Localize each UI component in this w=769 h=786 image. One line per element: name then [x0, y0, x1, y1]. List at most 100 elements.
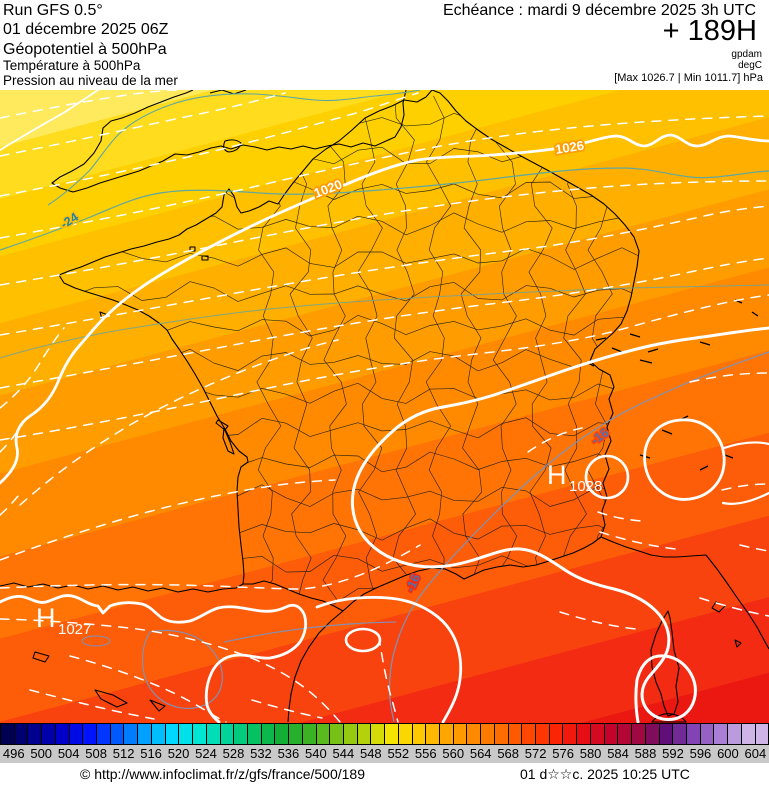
- isotherm-link-line: [223, 621, 397, 643]
- colorbar-cell: [357, 724, 372, 745]
- isotherm-minus20-line: [0, 284, 769, 359]
- colorbar-tick: 604: [744, 746, 767, 761]
- high-center-east-value: 1028: [569, 478, 602, 495]
- corsica-coastline: [650, 610, 680, 717]
- colorbar-cell: [481, 724, 495, 745]
- map-overlay: 1020 1026 -24 -16 -16 H 1027 H 1028: [0, 90, 769, 723]
- geopotential-colorbar: [0, 723, 769, 745]
- coastlines: [0, 90, 769, 723]
- colorbar-cell: [110, 724, 125, 745]
- england-coastline: [51, 90, 407, 193]
- colorbar-cell: [289, 724, 303, 745]
- colorbar-cell: [618, 724, 633, 745]
- colorbar-tick: 580: [579, 746, 602, 761]
- colorbar-cell: [522, 724, 537, 745]
- isobar-loop-a: [584, 454, 630, 500]
- spain-terrain-marks: [32, 651, 166, 712]
- colorbar-tick: 500: [30, 746, 53, 761]
- colorbar-cell: [714, 724, 729, 745]
- high-center-east-letter: H: [547, 460, 567, 490]
- param-geopotential: Géopotentiel à 500hPa: [3, 41, 167, 58]
- colorbar-cell: [536, 724, 550, 745]
- high-center-west-value: 1027: [58, 621, 91, 638]
- colorbar-cell: [151, 724, 166, 745]
- colorbar-tick: 544: [332, 746, 355, 761]
- isobar-lines: [0, 90, 769, 723]
- colorbar-cell: [385, 724, 399, 745]
- colorbar-cell: [632, 724, 646, 745]
- valid-time: Echéance : mardi 9 décembre 2025 3h UTC: [442, 2, 756, 19]
- colorbar-tick: 600: [717, 746, 739, 761]
- colorbar-cell: [343, 724, 358, 745]
- lead-time: + 189H: [662, 15, 757, 47]
- generation-timestamp: 01 d☆☆c. 2025 10:25 UTC: [520, 766, 690, 782]
- colorbar-tick: 592: [662, 746, 684, 761]
- colorbar-tick: 596: [689, 746, 712, 761]
- colorbar-cell: [686, 724, 701, 745]
- colorbar-cell: [206, 724, 221, 745]
- colorbar-cell: [508, 724, 523, 745]
- dashed-isobars: [0, 90, 769, 723]
- colorbar-tick: 556: [414, 746, 437, 761]
- high-center-west-letter: H: [36, 603, 56, 633]
- isobar-south-center: [315, 596, 463, 723]
- colorbar-tick: 528: [222, 746, 245, 761]
- colorbar-tick: 548: [359, 746, 382, 761]
- isotherm-closed-loop: [141, 629, 223, 709]
- colorbar-cell: [412, 724, 427, 745]
- colorbar-cell: [645, 724, 660, 745]
- colorbar-tick: 504: [57, 746, 80, 761]
- colorbar-cell: [124, 724, 139, 745]
- colorbar-tick: 512: [112, 746, 135, 761]
- colorbar-cell: [604, 724, 619, 745]
- isotherm-minus28-line: [47, 90, 421, 206]
- isotherm-minus16-line: [389, 351, 769, 723]
- colorbar-tick: 536: [277, 746, 300, 761]
- forecast-map: 1020 1026 -24 -16 -16 H 1027 H 1028: [0, 90, 769, 723]
- colorbar-tick: 516: [140, 746, 162, 761]
- colorbar-cell: [494, 724, 509, 745]
- colorbar-cell: [741, 724, 756, 745]
- colorbar-cell: [234, 724, 248, 745]
- copyright-url: © http://www.infoclimat.fr/z/gfs/france/…: [80, 766, 365, 782]
- colorbar-cell: [165, 724, 180, 745]
- isotherm-minus24-line: [0, 167, 769, 251]
- colorbar-cell: [467, 724, 482, 745]
- colorbar-cell: [14, 724, 29, 745]
- colorbar-cell: [673, 724, 687, 745]
- colorbar-cell: [440, 724, 454, 745]
- colorbar-cell: [453, 724, 468, 745]
- colorbar-cell: [302, 724, 317, 745]
- colorbar-cell: [247, 724, 262, 745]
- colorbar-cell: [97, 724, 111, 745]
- colorbar-cell: [42, 724, 56, 745]
- colorbar-cell: [138, 724, 152, 745]
- colorbar-cell: [700, 724, 715, 745]
- colorbar-tick: 576: [552, 746, 574, 761]
- map-labels: 1020 1026 -24 -16 -16 H 1027 H 1028: [36, 136, 613, 638]
- catalonia-coast: [287, 610, 344, 723]
- colorbar-tick: 540: [305, 746, 327, 761]
- unit-degc: degC: [738, 60, 762, 71]
- spain-north-coast: [0, 582, 244, 593]
- colorbar-tick: 588: [634, 746, 657, 761]
- param-temperature: Température à 500hPa: [3, 58, 141, 73]
- colorbar-tick: 508: [85, 746, 107, 761]
- isobar-loop-b: [643, 418, 726, 501]
- colorbar-cell: [659, 724, 674, 745]
- isobar-label-1026: 1026: [554, 138, 585, 157]
- colorbar-cell: [28, 724, 43, 745]
- colorbar-cell: [590, 724, 605, 745]
- colorbar-cell: [371, 724, 386, 745]
- colorbar-tick: 572: [524, 746, 547, 761]
- colorbar-cell: [398, 724, 413, 745]
- colorbar-cell: [728, 724, 742, 745]
- colorbar-cell: [316, 724, 331, 745]
- isobar-1020-1026: [0, 133, 769, 485]
- isobar-snake: [351, 326, 769, 723]
- colorbar-cell: [83, 724, 98, 745]
- colorbar-cell: [275, 724, 290, 745]
- colorbar-tick: 496: [2, 746, 25, 761]
- model-run-date: 01 décembre 2025 06Z: [3, 21, 169, 38]
- isotherm-lines: [0, 90, 769, 723]
